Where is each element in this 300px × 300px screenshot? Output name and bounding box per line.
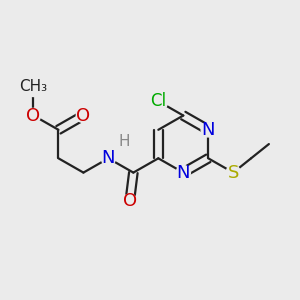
Circle shape <box>201 123 215 137</box>
Text: N: N <box>202 121 215 139</box>
Circle shape <box>76 108 91 123</box>
Circle shape <box>26 108 40 123</box>
Circle shape <box>118 136 130 148</box>
Circle shape <box>101 151 116 166</box>
Circle shape <box>24 77 43 97</box>
Circle shape <box>123 194 137 208</box>
Text: S: S <box>227 164 239 181</box>
Text: CH₃: CH₃ <box>20 80 48 94</box>
Circle shape <box>149 92 168 111</box>
Text: O: O <box>76 106 91 124</box>
Text: Cl: Cl <box>150 92 167 110</box>
Circle shape <box>176 166 190 180</box>
Circle shape <box>226 166 240 180</box>
Text: O: O <box>26 106 40 124</box>
Text: N: N <box>176 164 190 181</box>
Text: O: O <box>123 192 137 210</box>
Text: H: H <box>118 134 130 149</box>
Text: N: N <box>102 149 115 167</box>
